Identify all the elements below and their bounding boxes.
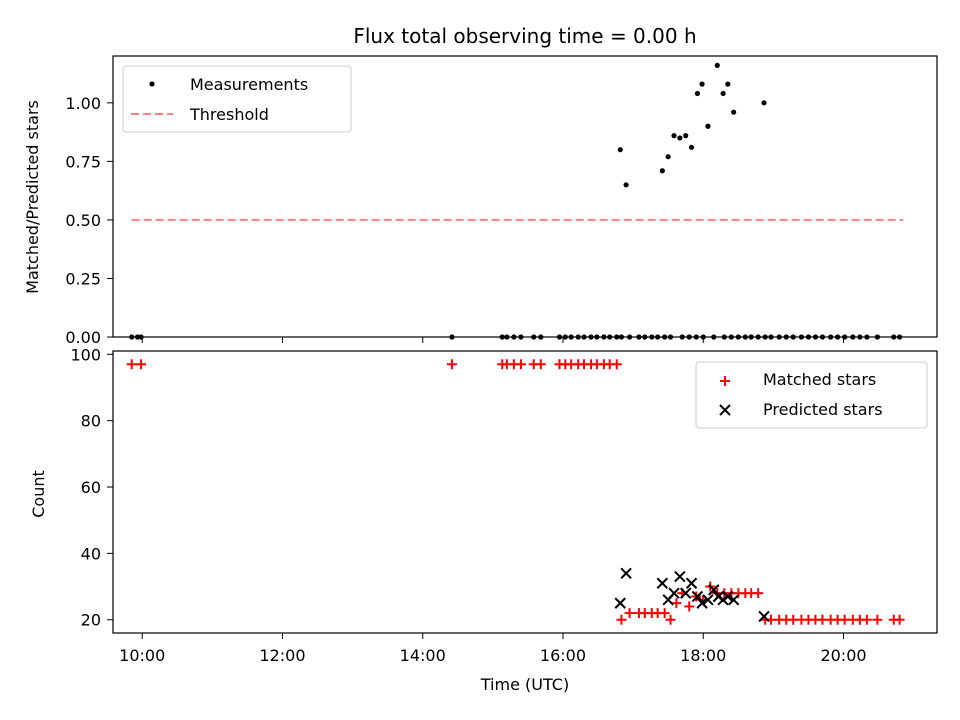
measurement-point — [617, 147, 623, 153]
measurement-point — [720, 90, 726, 97]
bottom-ytick-label: 20 — [81, 611, 101, 630]
bottom-marks — [126, 359, 905, 625]
matched-star-point — [659, 608, 670, 619]
measurement-point — [623, 182, 629, 188]
xtick-label: 14:00 — [400, 646, 446, 665]
top-xticks — [141, 337, 844, 343]
top-ytick-label: 0.25 — [65, 269, 101, 288]
matched-star-point — [515, 359, 526, 370]
bottom-panel: 20 40 60 80 100 10:00 12:00 14:00 16:00 18:00 20:… — [29, 345, 938, 694]
predicted-star-point — [620, 567, 632, 579]
measurement-point — [725, 81, 731, 87]
matched-star-point — [894, 614, 905, 625]
measurement-point — [677, 135, 683, 141]
matched-star-point — [624, 608, 635, 619]
top-axes-frame — [112, 55, 938, 338]
threshold-legend-label: Threshold — [189, 105, 269, 124]
top-ytick-label: 0.50 — [65, 211, 101, 230]
top-ytick-label: 1.00 — [65, 94, 101, 113]
measurement-point — [699, 81, 705, 87]
matched-star-point — [665, 614, 676, 625]
matched-stars-legend-label: Matched stars — [763, 370, 876, 389]
bottom-legend: Matched stars Predicted stars — [695, 361, 928, 429]
measurements-legend-label: Measurements — [190, 75, 308, 94]
matched-star-point — [872, 614, 883, 625]
matched-star-point — [126, 359, 137, 370]
predicted-star-point — [727, 594, 740, 606]
matched-star-point — [861, 614, 872, 625]
top-ytick-label: 0.00 — [65, 328, 101, 347]
xtick-label: 10:00 — [119, 646, 165, 665]
chart-title: Flux total observing time = 0.00 h — [353, 24, 696, 48]
bottom-ytick-label: 60 — [81, 478, 101, 497]
matched-star-point — [136, 359, 147, 370]
top-y-axis-label: Matched/Predicted stars — [23, 100, 42, 294]
predicted-star-point — [722, 590, 734, 603]
measurement-point — [659, 168, 665, 174]
top-legend: Measurements Threshold — [122, 65, 352, 133]
predicted-star-point — [702, 594, 714, 606]
bottom-xticks: 10:00 12:00 14:00 16:00 18:00 20:00 — [119, 633, 867, 665]
measurements-legend-marker — [149, 81, 155, 87]
top-ytick-label: 0.75 — [65, 152, 101, 171]
measurement-point — [671, 133, 677, 139]
predicted-stars-legend-marker — [719, 404, 731, 416]
bottom-y-axis-label: Count — [29, 470, 48, 518]
bottom-ytick-label: 40 — [81, 544, 101, 563]
measurement-point — [683, 133, 689, 139]
matched-star-point — [616, 614, 627, 625]
predicted-star-point — [685, 577, 698, 589]
matched-star-point — [446, 359, 457, 370]
matched-star-point — [671, 598, 682, 609]
measurement-point — [694, 90, 700, 97]
matched-star-point — [753, 588, 764, 599]
measurement-point — [714, 62, 720, 68]
matched-star-point — [611, 359, 622, 370]
predicted-star-point — [614, 597, 626, 609]
predicted-star-point — [758, 610, 770, 623]
bottom-ytick-label: 80 — [81, 412, 101, 431]
top-legend-frame — [122, 65, 352, 133]
predicted-star-point — [668, 587, 680, 599]
matched-star-point — [684, 601, 695, 612]
predicted-star-point — [656, 577, 669, 589]
predicted-star-point — [696, 597, 708, 609]
top-panel: 0.00 0.25 0.50 0.75 1.00 Matched/Predicted s… — [23, 55, 938, 347]
bottom-legend-frame — [695, 361, 928, 429]
measurement-point — [731, 109, 737, 115]
x-axis-label: Time (UTC) — [480, 675, 569, 694]
xtick-label: 18:00 — [680, 646, 726, 665]
predicted-stars-legend-label: Predicted stars — [763, 400, 883, 419]
predicted-star-point — [674, 570, 686, 583]
measurement-point — [761, 100, 767, 106]
top-yticks: 0.00 0.25 0.50 0.75 1.00 — [65, 94, 113, 347]
predicted-star-point — [691, 590, 704, 603]
predicted-star-point — [680, 587, 692, 599]
predicted-star-point — [708, 584, 720, 596]
matched-star-point — [535, 359, 546, 370]
xtick-label: 12:00 — [259, 646, 305, 665]
measurement-point — [665, 154, 671, 160]
measurement-point — [705, 123, 711, 129]
measurement-point — [688, 144, 695, 150]
xtick-label: 16:00 — [540, 646, 586, 665]
matched-stars-legend-marker — [720, 376, 730, 386]
xtick-label: 20:00 — [820, 646, 866, 665]
bottom-ytick-label: 100 — [70, 345, 101, 364]
bottom-axes-frame — [112, 350, 938, 634]
bottom-yticks: 20 40 60 80 100 — [70, 345, 113, 630]
